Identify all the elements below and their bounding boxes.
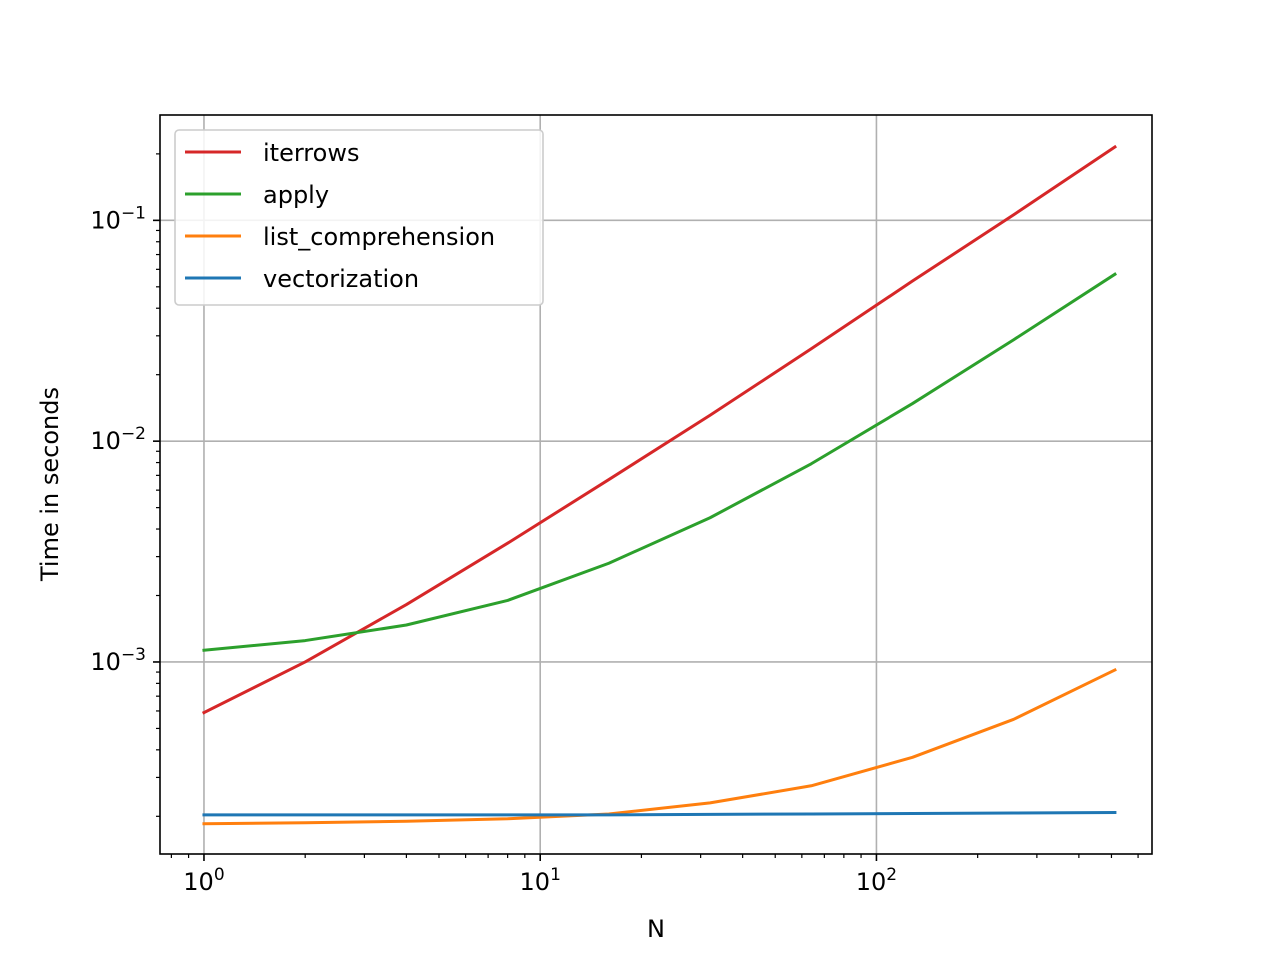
legend-label-apply: apply xyxy=(263,181,329,209)
x-tick-label: 101 xyxy=(520,865,561,896)
y-tick-label: 10−2 xyxy=(90,424,146,455)
axes-frame xyxy=(159,114,1153,855)
x-tick-label: 100 xyxy=(183,865,224,896)
x-tick-label: 102 xyxy=(856,865,897,896)
y-axis-label: Time in seconds xyxy=(36,387,64,582)
y-tick-label: 10−3 xyxy=(90,645,146,676)
legend-box xyxy=(174,129,544,306)
series-line-apply xyxy=(202,272,1117,652)
major-ticks xyxy=(153,219,878,861)
x-axis-label: N xyxy=(647,915,665,943)
legend-label-iterrows: iterrows xyxy=(263,139,359,167)
series-lines xyxy=(201,144,1118,826)
legend-label-vectorization: vectorization xyxy=(263,265,419,293)
y-tick-label: 10−1 xyxy=(90,203,146,234)
tick-labels: 100 101 102 10−3 10−2 10−1 xyxy=(90,203,897,896)
series-line-vectorization xyxy=(202,811,1117,817)
series-line-list-comprehension xyxy=(202,667,1117,826)
legend: iterrows apply list_comprehension vectoriza… xyxy=(174,129,544,306)
legend-label-list-comprehension: list_comprehension xyxy=(263,223,495,251)
